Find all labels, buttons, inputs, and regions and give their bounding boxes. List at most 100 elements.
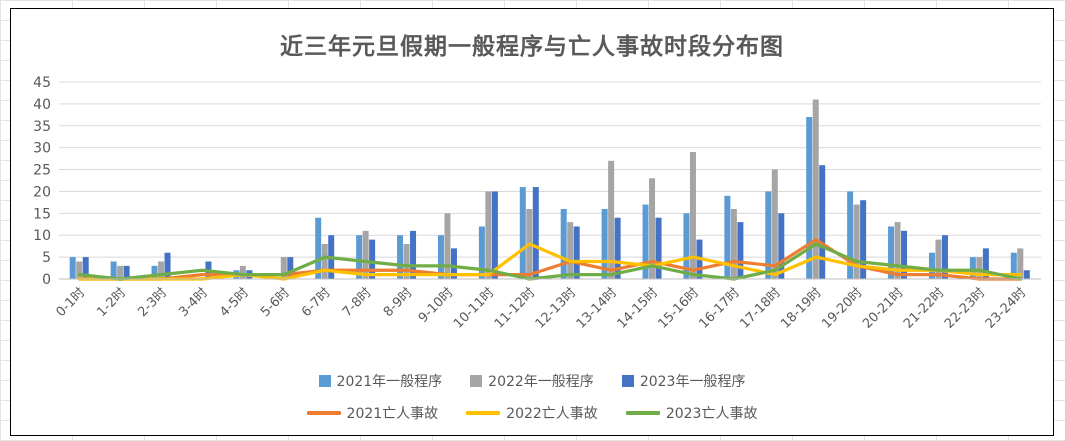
bar-2023年一般程序-10-11时 xyxy=(491,191,498,279)
bar-2022年一般程序-18-19时 xyxy=(812,99,819,279)
x-tick-label: 3-4时 xyxy=(176,285,211,320)
x-tick-label: 11-12时 xyxy=(492,285,539,332)
line-2023亡人事故 xyxy=(77,242,1023,281)
x-tick-label: 16-17时 xyxy=(696,285,743,332)
x-tick-label: 4-5时 xyxy=(217,285,252,320)
bar-2023年一般程序-8-9时 xyxy=(410,230,417,279)
y-tick-label: 5 xyxy=(42,250,51,266)
bar-2021年一般程序-23-24时 xyxy=(1010,252,1017,279)
x-tick-label: 21-22时 xyxy=(901,285,948,332)
x-tick-label: 1-2时 xyxy=(94,285,129,320)
y-tick-label: 45 xyxy=(33,75,51,91)
y-tick-label: 30 xyxy=(33,141,51,157)
legend-swatch xyxy=(625,411,660,415)
bar-2023年一般程序-17-18时 xyxy=(778,213,785,279)
bar-2021年一般程序-18-19时 xyxy=(806,117,813,280)
bar-2021年一般程序-14-15时 xyxy=(642,204,649,279)
x-tick-label: 13-14时 xyxy=(574,285,621,332)
bar-2021年一般程序-8-9时 xyxy=(397,235,404,279)
y-tick-label: 20 xyxy=(33,184,51,200)
x-tick-label: 5-6时 xyxy=(258,285,293,320)
bar-2023年一般程序-7-8时 xyxy=(369,239,376,279)
x-tick-label: 14-15时 xyxy=(615,285,662,332)
bar-2022年一般程序-21-22时 xyxy=(935,239,942,279)
x-tick-label: 18-19时 xyxy=(778,285,825,332)
x-tick-label: 17-18时 xyxy=(737,285,784,332)
bar-2022年一般程序-4-5时 xyxy=(239,265,246,279)
bar-2023年一般程序-12-13时 xyxy=(573,226,580,279)
bar-2023年一般程序-20-21时 xyxy=(901,230,908,279)
bar-2022年一般程序-15-16时 xyxy=(689,152,696,279)
x-tick-label: 10-11时 xyxy=(451,285,498,332)
bar-2022年一般程序-14-15时 xyxy=(649,178,656,279)
legend-label: 2022亡人事故 xyxy=(506,406,598,422)
y-tick-label: 0 xyxy=(42,272,51,288)
chart-title: 近三年元旦假期一般程序与亡人事故时段分布图 xyxy=(280,34,784,60)
x-tick-label: 15-16时 xyxy=(656,285,703,332)
bar-2023年一般程序-0-1时 xyxy=(82,257,89,279)
x-tick-label: 22-23时 xyxy=(942,285,989,332)
legend-item-2023-general: 2023年一般程序 xyxy=(621,371,746,391)
bar-2022年一般程序-19-20时 xyxy=(853,204,860,279)
bar-2021年一般程序-7-8时 xyxy=(356,235,363,279)
bar-2022年一般程序-6-7时 xyxy=(321,243,328,279)
bar-2021年一般程序-11-12时 xyxy=(519,187,526,279)
bar-2022年一般程序-13-14时 xyxy=(608,160,615,279)
bar-2022年一般程序-10-11时 xyxy=(485,191,492,279)
legend-swatch xyxy=(466,411,501,415)
bar-2021年一般程序-16-17时 xyxy=(724,195,731,279)
legend-bars: 2021年一般程序 2022年一般程序 2023年一般程序 xyxy=(11,371,1053,391)
legend-swatch xyxy=(318,375,331,387)
x-tick-label: 7-8时 xyxy=(340,285,375,320)
legend-item-2022-fatal: 2022亡人事故 xyxy=(466,403,598,423)
bar-2023年一般程序-16-17时 xyxy=(737,222,744,279)
y-tick-label: 40 xyxy=(33,97,51,113)
bar-2021年一般程序-6-7时 xyxy=(315,217,322,279)
bar-2023年一般程序-11-12时 xyxy=(532,187,539,279)
bar-2022年一般程序-0-1时 xyxy=(76,261,83,279)
legend-label: 2021亡人事故 xyxy=(346,406,439,422)
bar-2022年一般程序-9-10时 xyxy=(444,213,451,279)
bar-2022年一般程序-23-24时 xyxy=(1017,248,1024,279)
bar-2022年一般程序-2-3时 xyxy=(158,261,165,279)
bar-2022年一般程序-17-18时 xyxy=(771,169,778,279)
y-tick-label: 10 xyxy=(33,228,51,244)
bar-2021年一般程序-0-1时 xyxy=(69,257,76,279)
bar-2022年一般程序-8-9时 xyxy=(403,243,410,279)
x-tick-label: 8-9时 xyxy=(381,285,416,320)
bar-2023年一般程序-23-24时 xyxy=(1023,270,1030,279)
bar-2023年一般程序-5-6时 xyxy=(287,257,294,279)
bar-2022年一般程序-16-17时 xyxy=(730,208,737,279)
bar-2022年一般程序-7-8时 xyxy=(362,230,369,279)
bar-2021年一般程序-17-18时 xyxy=(765,191,772,279)
bar-2021年一般程序-22-23时 xyxy=(969,257,976,279)
bar-2022年一般程序-5-6时 xyxy=(280,257,287,279)
y-tick-label: 15 xyxy=(33,206,51,222)
bar-2021年一般程序-15-16时 xyxy=(683,213,690,279)
bar-2021年一般程序-21-22时 xyxy=(928,252,935,279)
legend-swatch xyxy=(470,375,483,387)
bar-2021年一般程序-2-3时 xyxy=(151,265,158,279)
x-tick-label: 9-10时 xyxy=(416,285,457,326)
legend-label: 2021年一般程序 xyxy=(336,374,443,390)
bar-2021年一般程序-12-13时 xyxy=(560,208,567,279)
legend-item-2022-general: 2022年一般程序 xyxy=(470,371,594,391)
bar-2023年一般程序-2-3时 xyxy=(164,252,171,279)
bar-2022年一般程序-20-21时 xyxy=(894,222,901,279)
bar-2021年一般程序-13-14时 xyxy=(601,208,608,279)
bar-2022年一般程序-12-13时 xyxy=(567,222,574,279)
x-tick-label: 20-21时 xyxy=(860,285,907,332)
legend-item-2021-fatal: 2021亡人事故 xyxy=(306,403,439,423)
bar-2021年一般程序-9-10时 xyxy=(437,235,444,279)
bar-2023年一般程序-1-2时 xyxy=(123,265,130,279)
legend-label: 2023亡人事故 xyxy=(665,406,758,422)
bar-2023年一般程序-14-15时 xyxy=(655,217,662,279)
x-tick-label: 2-3时 xyxy=(135,285,170,320)
y-tick-label: 35 xyxy=(33,119,51,135)
legend-swatch xyxy=(306,411,341,415)
chart-container[interactable]: 近三年元旦假期一般程序与亡人事故时段分布图 0 5 10 15 20 25 30 35 40 45… xyxy=(10,8,1054,436)
bar-2021年一般程序-1-2时 xyxy=(110,261,117,279)
bar-2023年一般程序-18-19时 xyxy=(819,165,826,279)
legend-label: 2023年一般程序 xyxy=(639,374,746,390)
legend-swatch xyxy=(621,375,634,387)
